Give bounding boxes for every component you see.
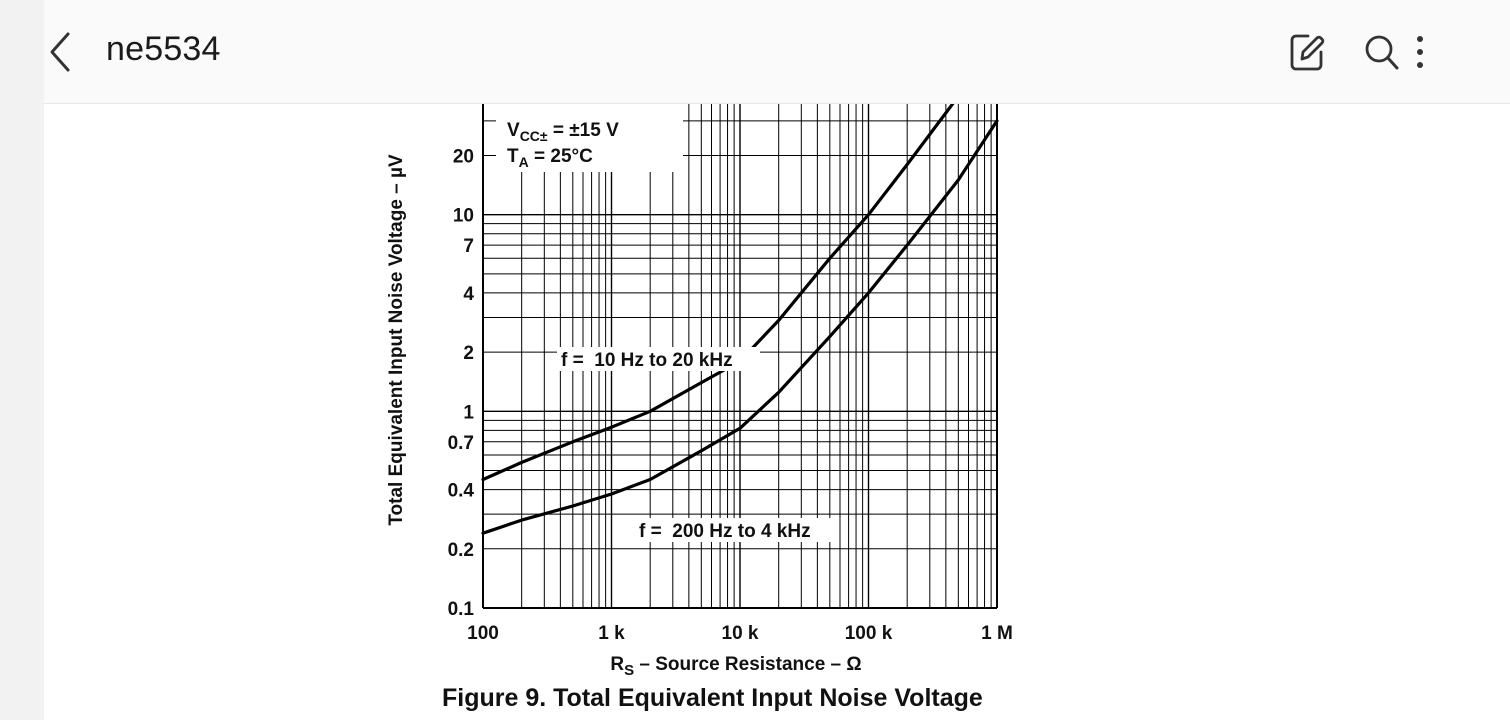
back-chevron-icon [50, 32, 70, 72]
document-title: ne5534 [106, 30, 221, 68]
x-tick-label: 100 [467, 623, 499, 644]
y-tick-label: 0.1 [448, 599, 475, 620]
y-tick-label: 1 [463, 402, 474, 423]
x-axis-label: RS – Source Resistance – Ω [610, 654, 861, 679]
series-line-2 [481, 119, 999, 535]
document-viewport[interactable]: VCC± = ±15 V TA = 25°C f = 10 Hz to 20 k… [44, 104, 1510, 720]
noise-voltage-chart: VCC± = ±15 V TA = 25°C f = 10 Hz to 20 k… [386, 104, 1013, 679]
y-tick-label: 7 [463, 236, 474, 257]
series-label-bg-2 [635, 518, 838, 542]
edit-button[interactable] [1287, 30, 1327, 74]
search-button[interactable] [1362, 30, 1402, 74]
y-tick-label: 2 [463, 343, 474, 364]
x-tick-label: 10 k [722, 623, 759, 644]
y-tick-label: 10 [453, 206, 474, 227]
y-tick-label: 20 [453, 146, 474, 167]
series-label-2: f = 200 Hz to 4 kHz [639, 521, 811, 542]
edit-icon [1290, 34, 1325, 71]
conditions-box [496, 104, 683, 172]
y-tick-label: 0.4 [448, 481, 475, 502]
app-bar [44, 0, 1510, 104]
more-options-button[interactable] [1400, 30, 1440, 74]
left-gutter [0, 0, 44, 720]
more-vert-icon [1417, 36, 1423, 68]
search-icon [1365, 35, 1399, 70]
y-tick-label: 40 [453, 104, 474, 108]
conditions-ta: TA = 25°C [507, 146, 593, 170]
y-tick-label: 0.2 [448, 540, 474, 561]
series-label-1: f = 10 Hz to 20 kHz [561, 350, 733, 371]
conditions-vcc: VCC± = ±15 V [507, 120, 619, 144]
axes: 100 1 k 10 k 100 k 1 M 0.1 0.2 0.4 0.7 1 2 4 7 10 20 40… [448, 104, 1013, 644]
y-tick-label: 4 [463, 284, 474, 305]
back-button[interactable] [44, 26, 84, 78]
series-label-bg-1 [557, 347, 760, 371]
series-group: f = 10 Hz to 20 kHz f = 200 Hz to 4 kHz [481, 104, 999, 542]
figure-caption: Figure 9. Total Equivalent Input Noise V… [442, 684, 983, 712]
y-axis-label: Total Equivalent Input Noise Voltage – µ… [386, 154, 407, 526]
x-tick-label: 100 k [845, 623, 893, 644]
x-tick-label: 1 M [981, 623, 1013, 644]
x-tick-label: 1 k [598, 623, 625, 644]
y-tick-label: 0.7 [448, 433, 474, 454]
